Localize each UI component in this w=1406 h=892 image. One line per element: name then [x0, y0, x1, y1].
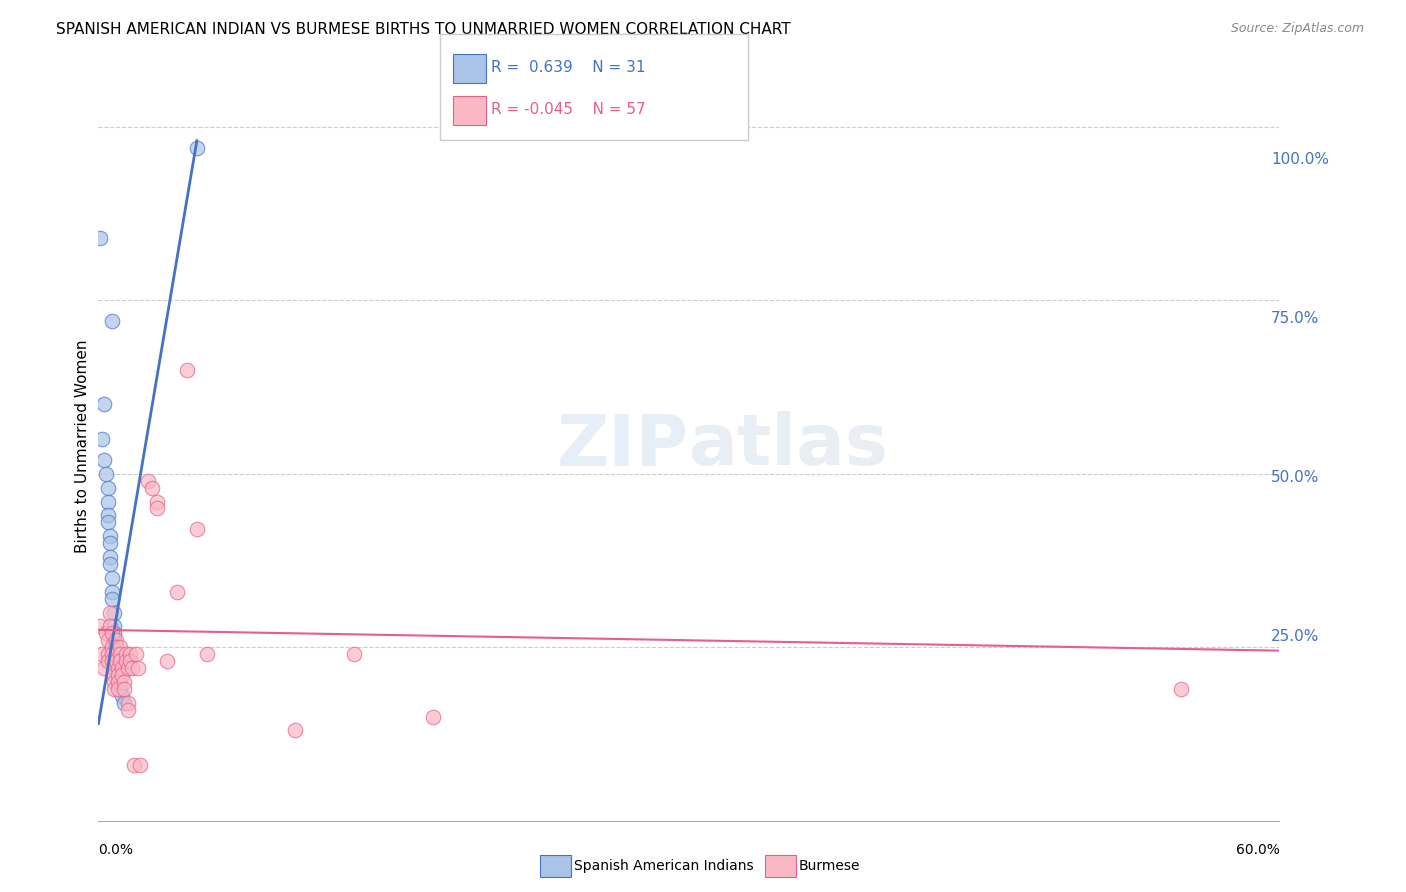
Point: [177, 564, 200, 578]
Point: [181, 628, 204, 642]
Point: [197, 736, 219, 750]
Point: [181, 640, 204, 655]
Point: [346, 704, 368, 718]
Point: [166, 608, 188, 623]
Point: [181, 640, 204, 655]
Point: [188, 679, 211, 693]
Point: [179, 622, 201, 636]
Point: [202, 736, 225, 750]
Point: [179, 608, 201, 623]
Point: [188, 659, 211, 673]
Point: [179, 659, 201, 673]
Point: [184, 628, 207, 642]
Point: [173, 622, 195, 636]
Point: [172, 469, 194, 483]
Y-axis label: Births to Unmarried Women: Births to Unmarried Women: [75, 343, 90, 558]
Point: [172, 615, 194, 630]
Point: [177, 583, 200, 598]
Point: [179, 647, 201, 661]
Point: [184, 634, 207, 648]
Point: [238, 577, 260, 591]
Point: [191, 679, 214, 693]
Text: ZIP: ZIP: [588, 416, 721, 485]
Point: [169, 634, 191, 648]
Point: [176, 533, 198, 547]
Point: [183, 653, 205, 667]
Point: [474, 691, 496, 706]
Point: [179, 615, 201, 630]
Point: [228, 640, 250, 655]
Point: [179, 653, 201, 667]
Point: [188, 666, 211, 681]
Point: [177, 329, 200, 343]
Point: [177, 577, 200, 591]
Point: [173, 513, 195, 527]
Point: [177, 628, 200, 642]
Text: R =  0.639    N = 31: R = 0.639 N = 31: [491, 61, 645, 75]
Point: [179, 666, 201, 681]
Point: [170, 405, 193, 419]
Point: [264, 634, 287, 648]
Point: [186, 647, 209, 661]
Point: [166, 252, 188, 267]
Point: [201, 647, 224, 661]
Point: [246, 374, 269, 388]
Point: [176, 526, 198, 541]
Text: R = -0.045    N = 57: R = -0.045 N = 57: [491, 103, 645, 117]
Point: [170, 647, 193, 661]
Point: [173, 507, 195, 521]
Point: [176, 551, 198, 566]
Text: 0.0%: 0.0%: [98, 843, 134, 857]
Point: [176, 596, 198, 610]
Point: [173, 482, 195, 496]
Point: [183, 653, 205, 667]
Point: [256, 169, 278, 184]
Point: [219, 500, 242, 515]
Point: [183, 659, 205, 673]
Point: [176, 545, 198, 559]
Point: [256, 520, 278, 534]
Point: [195, 647, 218, 661]
Point: [186, 653, 209, 667]
Point: [177, 634, 200, 648]
Point: [401, 634, 423, 648]
Point: [1163, 666, 1185, 681]
Point: [176, 608, 198, 623]
Point: [219, 494, 242, 508]
Point: [186, 673, 209, 687]
Point: [184, 659, 207, 673]
Text: 60.0%: 60.0%: [1236, 843, 1279, 857]
Point: [184, 666, 207, 681]
Point: [181, 628, 204, 642]
Point: [190, 634, 212, 648]
Point: [181, 634, 204, 648]
Text: atlas: atlas: [721, 416, 921, 485]
Point: [191, 647, 214, 661]
Point: [214, 482, 236, 496]
Text: Spanish American Indians: Spanish American Indians: [574, 859, 754, 873]
Point: [183, 666, 205, 681]
Point: [181, 634, 204, 648]
Point: [177, 640, 200, 655]
Point: [184, 640, 207, 655]
Point: [190, 640, 212, 655]
Point: [169, 437, 191, 451]
Point: [177, 615, 200, 630]
Text: Burmese: Burmese: [799, 859, 860, 873]
Text: SPANISH AMERICAN INDIAN VS BURMESE BIRTHS TO UNMARRIED WOMEN CORRELATION CHART: SPANISH AMERICAN INDIAN VS BURMESE BIRTH…: [56, 22, 790, 37]
Point: [209, 475, 232, 490]
Point: [173, 640, 195, 655]
Point: [183, 647, 205, 661]
Point: [194, 634, 217, 648]
Point: [173, 634, 195, 648]
Text: Source: ZipAtlas.com: Source: ZipAtlas.com: [1230, 22, 1364, 36]
Point: [170, 456, 193, 470]
Point: [183, 647, 205, 661]
Point: [191, 685, 214, 699]
Point: [179, 596, 201, 610]
Point: [200, 634, 222, 648]
Point: [181, 622, 204, 636]
Point: [173, 494, 195, 508]
Point: [194, 640, 217, 655]
